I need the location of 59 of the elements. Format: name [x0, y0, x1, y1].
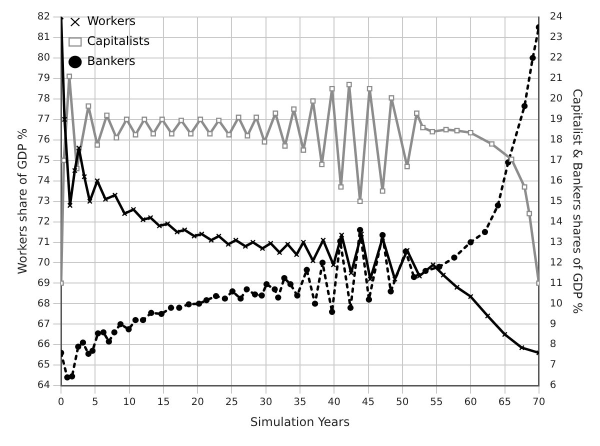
x-tick-label: 40 [328, 397, 340, 408]
y-tick-label: 71 [37, 236, 50, 248]
y2-tick-label: 12 [550, 257, 563, 268]
x-tick-label: 35 [294, 397, 306, 408]
y-tick-label: 82 [37, 12, 50, 23]
y-tick-label: 76 [37, 134, 50, 146]
y-tick-label: 80 [37, 52, 50, 64]
y-tick-label: 70 [37, 257, 50, 268]
x-tick-label: 55 [430, 397, 443, 408]
x-tick-label: 15 [157, 397, 170, 408]
y-tick-label: 65 [37, 360, 50, 371]
y-tick-label: 73 [37, 196, 50, 207]
y2-tick-label: 11 [550, 278, 563, 289]
y2-tick-label: 22 [550, 52, 563, 64]
y2-tick-label: 16 [550, 175, 563, 186]
x-tick-label: 25 [225, 397, 238, 408]
y-tick-label: 67 [37, 318, 50, 330]
y-tick-label: 77 [37, 114, 50, 125]
y-tick-label: 79 [37, 73, 50, 84]
y2-axis-title: Capitalist & Bankers shares of GDP % [570, 88, 585, 314]
x-tick-label: 20 [191, 397, 204, 408]
y2-tick-label: 21 [550, 73, 563, 84]
y-tick-label: 74 [37, 175, 50, 186]
x-tick-label: 45 [362, 397, 375, 408]
y2-tick-label: 13 [550, 236, 563, 248]
y2-tick-label: 10 [550, 298, 563, 310]
y-tick-label: 64 [37, 380, 50, 392]
x-tick-label: 65 [498, 397, 512, 408]
x-tick-label: 5 [92, 397, 98, 408]
y-tick-label: 72 [37, 216, 50, 228]
legend-label: Bankers [87, 54, 136, 68]
legend-label: Workers [87, 14, 136, 28]
x-tick-label: 0 [58, 397, 64, 408]
y2-tick-label: 19 [550, 114, 563, 125]
x-tick-label: 30 [260, 397, 272, 408]
legend-label: Capitalists [87, 34, 150, 48]
y2-tick-label: 20 [550, 94, 563, 105]
x-tick-label: 10 [123, 397, 136, 408]
y-axis-title: Workers share of GDP % [15, 128, 30, 274]
y-tick-label: 75 [37, 154, 50, 166]
y-tick-label: 68 [37, 298, 50, 310]
x-tick-label: 60 [464, 397, 477, 408]
y-tick-label: 66 [37, 339, 50, 350]
y2-tick-label: 6 [550, 380, 556, 392]
x-tick-label: 70 [532, 397, 546, 408]
x-tick-label: 50 [396, 397, 409, 408]
y-tick-label: 69 [37, 278, 50, 289]
y-tick-label: 78 [37, 94, 50, 105]
y2-tick-label: 18 [550, 134, 563, 146]
y2-tick-label: 7 [550, 360, 556, 371]
y2-tick-label: 24 [550, 12, 563, 23]
y2-tick-label: 17 [550, 154, 563, 166]
y2-tick-label: 23 [550, 32, 563, 44]
y2-tick-label: 14 [550, 216, 563, 228]
x-axis-title: Simulation Years [250, 414, 350, 429]
y2-tick-label: 8 [550, 339, 556, 350]
y2-tick-label: 9 [550, 318, 556, 330]
y-tick-label: 81 [37, 32, 50, 44]
y2-tick-label: 15 [550, 196, 563, 207]
